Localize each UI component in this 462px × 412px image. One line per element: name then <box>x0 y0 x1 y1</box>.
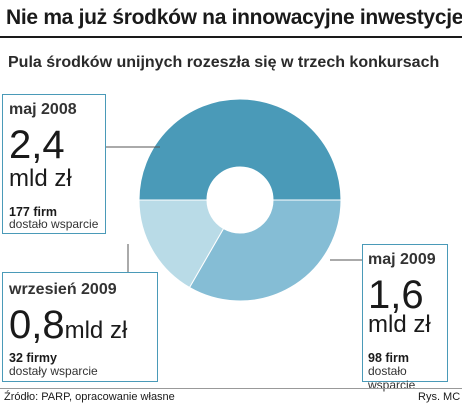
annotation-box-sep2009: wrzesień 2009 0,8mld zł 32 firmy dostały… <box>2 272 158 382</box>
source-note: Źródło: PARP, opracowanie własne <box>4 391 175 403</box>
box-value: 2,4 <box>9 123 65 167</box>
donut-slice-3 <box>138 199 225 289</box>
box-date: maj 2008 <box>9 101 77 118</box>
donut-slice-2 <box>188 199 342 302</box>
annotation-box-may2008: maj 2008 2,4 mld zł 177 firm dostało wsp… <box>2 94 106 234</box>
box-support: dostały wsparcie <box>9 364 98 378</box>
box-value: 1,6 <box>368 273 424 317</box>
donut-slices <box>138 98 342 302</box>
box-value: 0,8 <box>9 303 65 347</box>
box-unit: mld zł <box>368 311 431 338</box>
chart-title: Nie ma już środków na innowacyjne inwest… <box>6 6 462 29</box>
box-firms: 98 firm <box>368 351 409 365</box>
annotation-box-may2009: maj 2009 1,6 mld zł 98 firm dostało wspa… <box>362 244 448 392</box>
box-date: wrzesień 2009 <box>9 281 117 298</box>
title-rule <box>0 36 462 38</box>
credit-note: Rys. MC <box>418 391 461 403</box>
box-unit: mld zł <box>64 317 128 344</box>
box-unit: mld zł <box>9 165 72 192</box>
box-date: maj 2009 <box>368 251 436 268</box>
footer-rule <box>0 388 462 389</box>
box-firms: 32 firmy <box>9 351 57 365</box>
chart-subtitle: Pula środków unijnych rozeszła się w trz… <box>8 54 440 71</box>
box-support: dostało wsparcie <box>9 217 99 231</box>
box-firms: 177 firm <box>9 205 57 219</box>
donut-slice-1 <box>138 98 342 201</box>
box-value-row: 0,8mld zł <box>9 305 127 345</box>
